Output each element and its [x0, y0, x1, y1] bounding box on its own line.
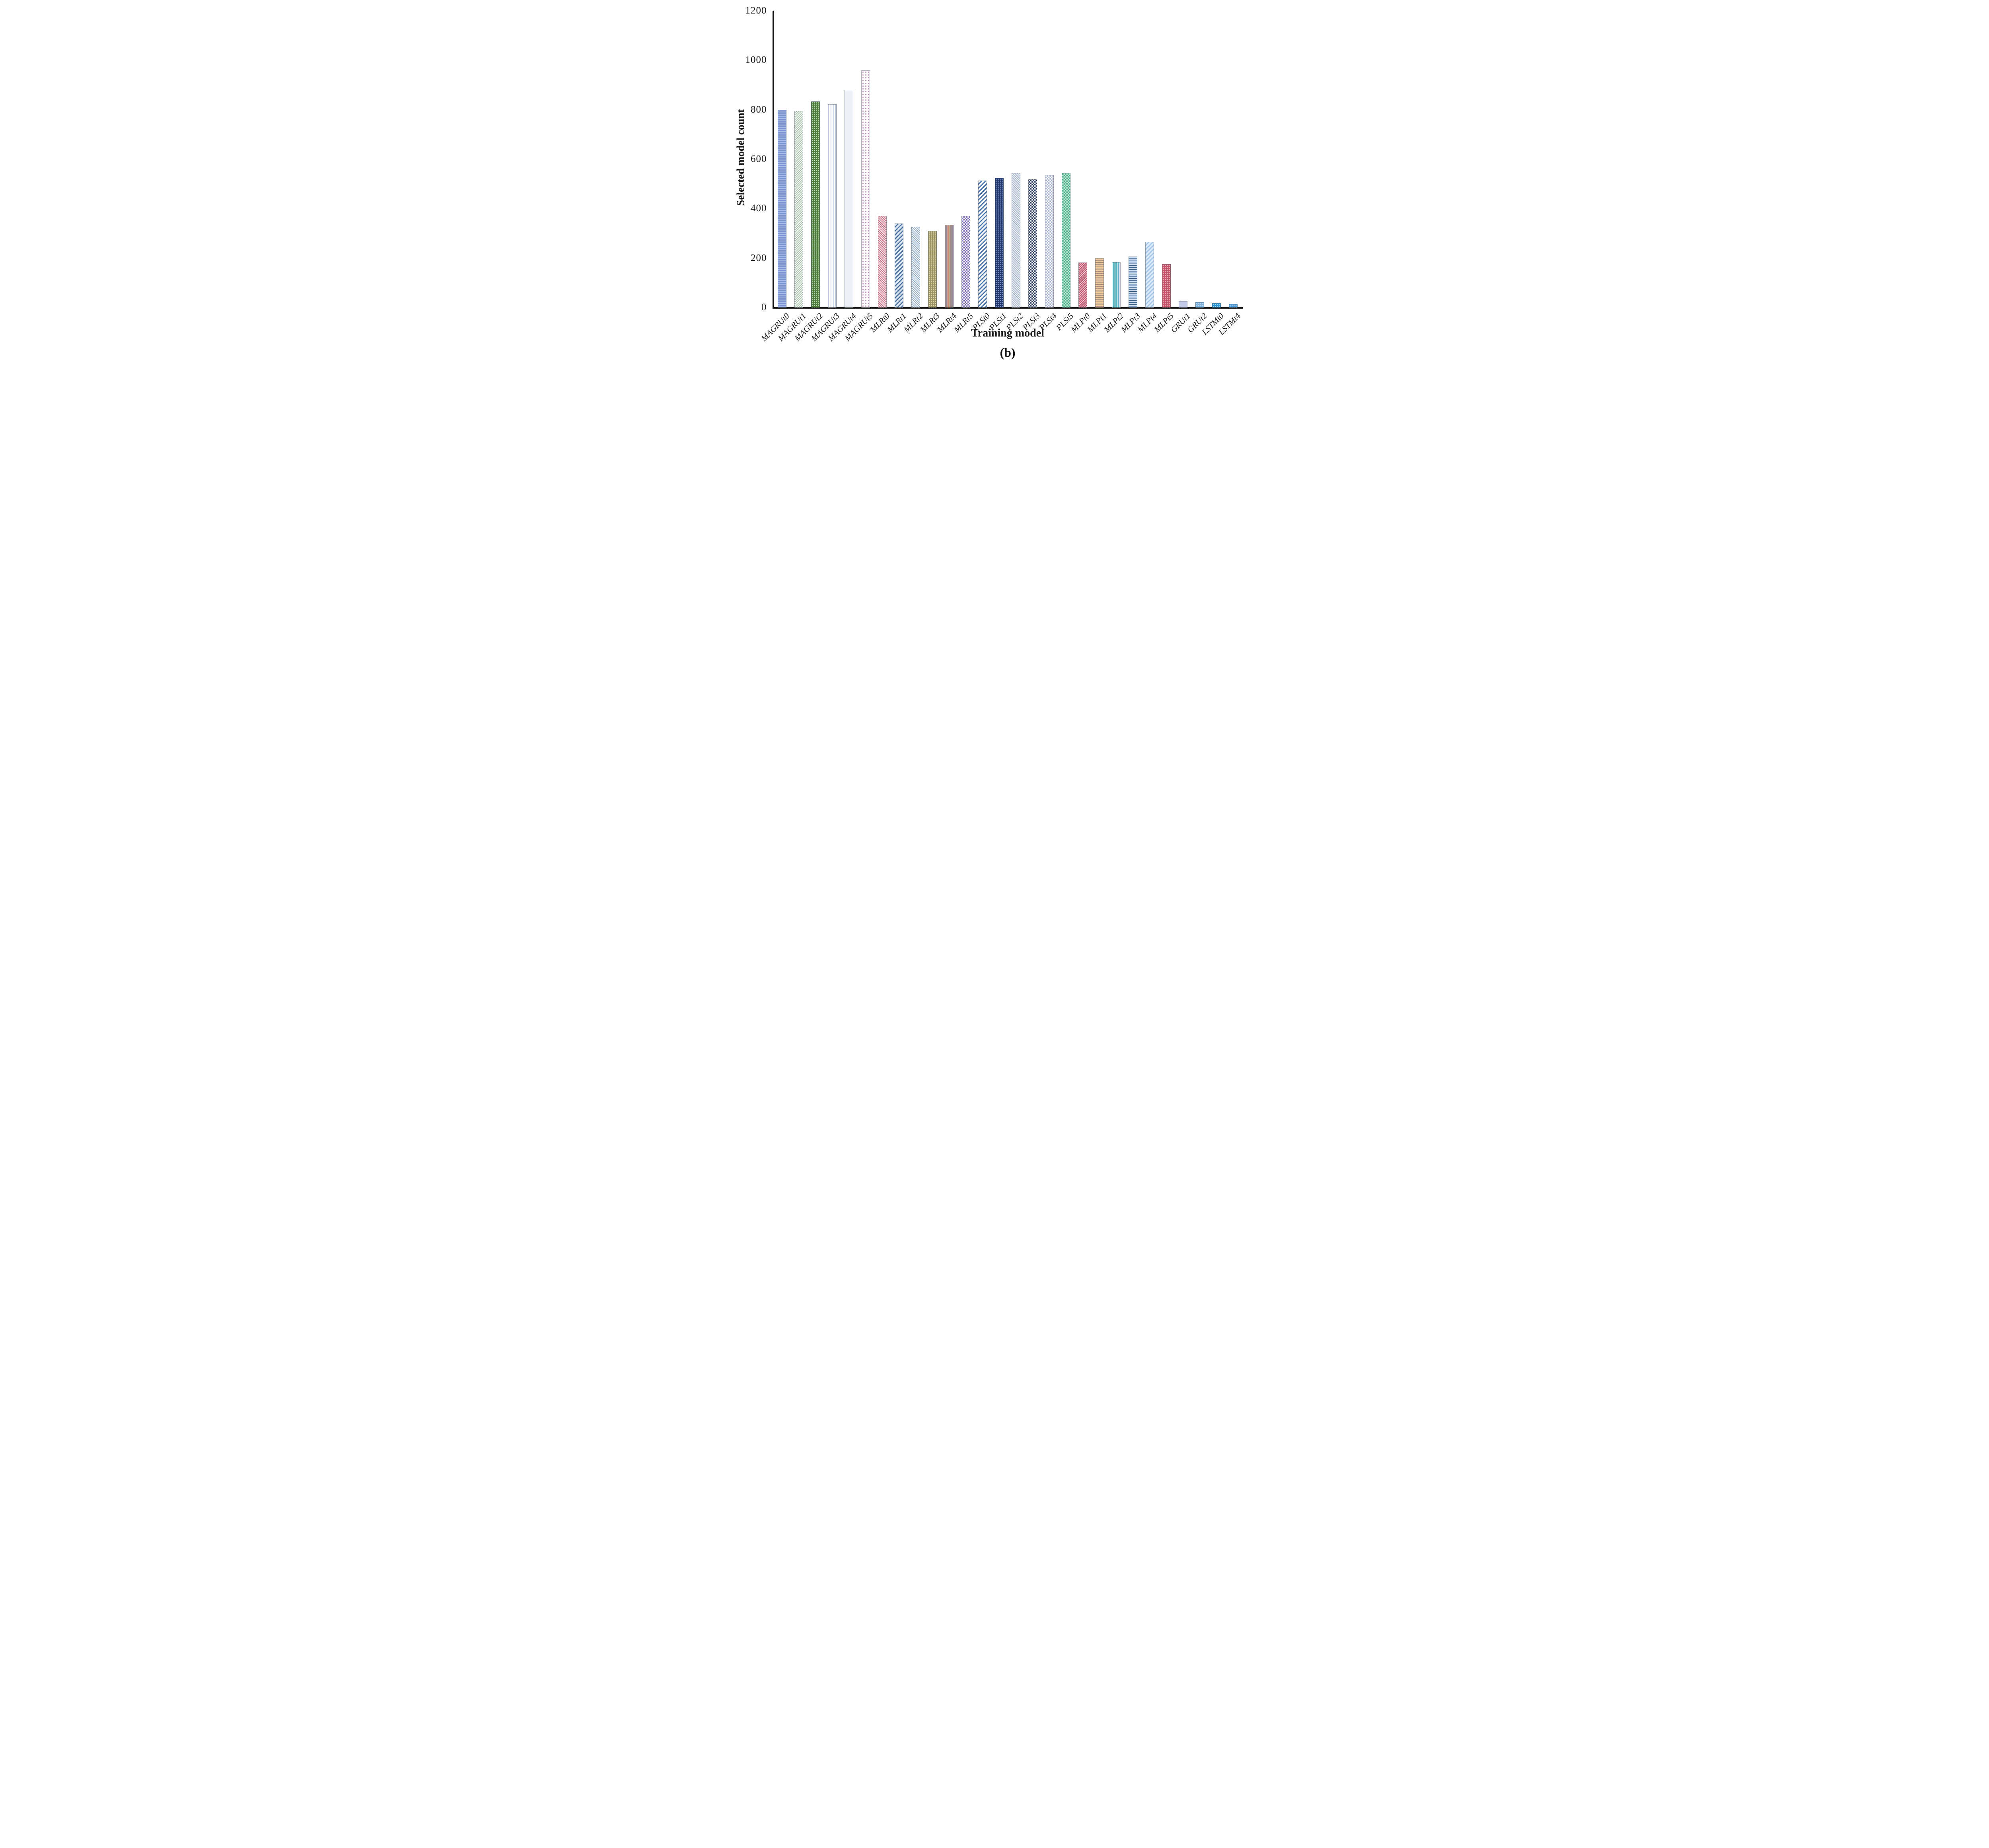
- y-axis-line: [772, 11, 774, 309]
- bar: [1012, 173, 1021, 307]
- y-tick-label: 1200: [745, 5, 767, 16]
- y-tick-label: 400: [751, 203, 767, 214]
- plot-area: 0 200 400 600 800 1000 1200 MAGRUt0 MAGRUt1 MAGRU…: [745, 5, 1243, 343]
- bar: [928, 231, 937, 307]
- bar: [794, 111, 803, 307]
- x-axis-line: [772, 307, 1243, 309]
- bar: [1045, 175, 1054, 307]
- bar: [1062, 173, 1071, 307]
- bar: [1195, 302, 1205, 307]
- bar: [994, 178, 1004, 307]
- bar: [911, 226, 920, 307]
- bar: [1028, 179, 1037, 307]
- bar: [1145, 242, 1154, 307]
- y-axis-title: Selected model count: [734, 109, 746, 206]
- bar: [1162, 264, 1171, 307]
- bar: [1229, 303, 1238, 307]
- figure-caption: (b): [1000, 345, 1016, 360]
- bar: [878, 216, 887, 307]
- bar: [1095, 258, 1104, 307]
- bar: [861, 70, 870, 307]
- y-tick-label: 600: [751, 154, 767, 164]
- bar: [894, 223, 903, 307]
- y-tick-label: 800: [751, 104, 767, 115]
- bar: [1129, 256, 1138, 307]
- bar: [844, 89, 853, 307]
- bar: [944, 224, 954, 307]
- bar: [961, 216, 970, 307]
- y-tick-label: 1000: [745, 54, 767, 66]
- bar: [811, 101, 820, 307]
- x-axis-title: Training model: [971, 327, 1044, 339]
- y-tick-label: 200: [751, 252, 767, 263]
- bar: [1112, 262, 1121, 307]
- bar: [827, 104, 837, 307]
- bar: [978, 181, 987, 307]
- bar: [777, 109, 786, 307]
- bar: [1212, 303, 1221, 307]
- y-tick-label: 0: [761, 302, 767, 313]
- bar: [1179, 301, 1188, 307]
- bar: [1078, 263, 1088, 307]
- bar-chart-figure: Selected model count 0 200 400 600 800 1000 12…: [728, 0, 1261, 370]
